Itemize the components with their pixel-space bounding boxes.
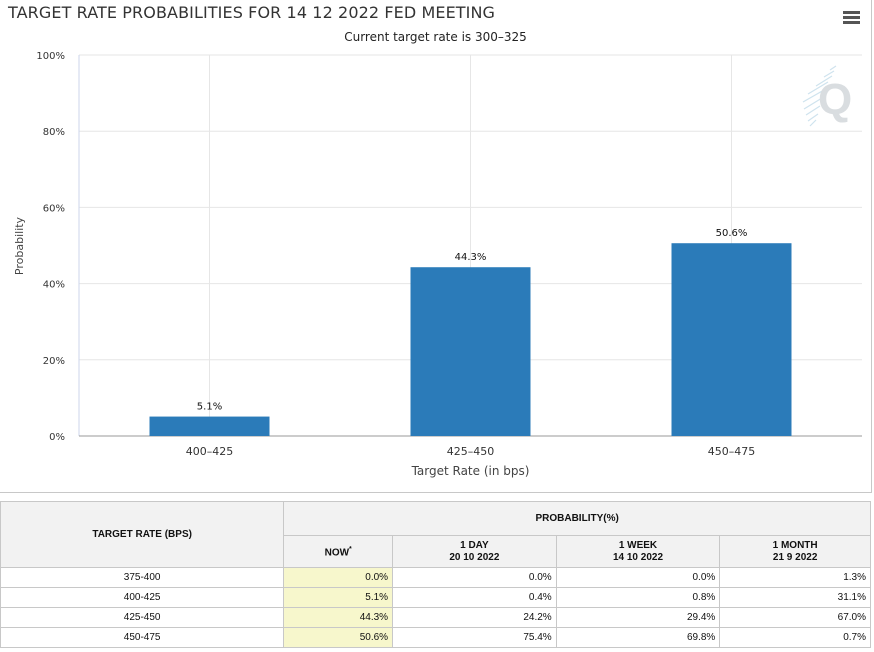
probability-cell: 0.0% (392, 567, 557, 588)
column-header-label: 1 WEEK (618, 539, 658, 551)
probability-cell: 31.1% (719, 587, 871, 608)
probability-table-panel: TARGET RATE (BPS) PROBABILITY(%) NOW* 1 D… (0, 501, 871, 652)
probability-cell: 0.8% (555, 587, 721, 608)
probability-cell: 0.7% (719, 627, 871, 648)
x-tick-label: 425–450 (447, 445, 495, 458)
probability-cell: 1.3% (719, 567, 871, 588)
y-tick-label: 0% (49, 432, 65, 443)
column-header-date: 20 10 2022 (449, 551, 500, 563)
rate-cell: 425-450 (0, 607, 285, 628)
hamburger-menu-icon[interactable] (843, 11, 860, 25)
y-tick-label: 20% (43, 356, 65, 367)
probability-cell: 24.2% (392, 607, 557, 628)
column-header-date: 21 9 2022 (772, 551, 818, 563)
column-header-1-day: 1 DAY 20 10 2022 (392, 535, 557, 568)
rate-cell: 400-425 (0, 587, 285, 608)
probability-table: TARGET RATE (BPS) PROBABILITY(%) NOW* 1 D… (0, 501, 871, 648)
y-tick-label: 40% (43, 280, 65, 291)
data-label: 44.3% (455, 252, 487, 263)
data-label: 50.6% (716, 228, 748, 239)
column-header-row: NOW* 1 DAY 20 10 2022 1 WEEK 14 10 2022 1 MON… (1, 535, 871, 568)
y-axis-title: Probability (13, 216, 26, 275)
y-tick-label: 80% (43, 127, 65, 138)
probability-cell: 75.4% (392, 627, 557, 648)
table-row: 400-425 5.1% 0.4% 0.8% 31.1% (0, 587, 871, 608)
bar (410, 267, 531, 436)
data-label: 5.1% (197, 402, 222, 413)
column-header-label: NOW (324, 547, 350, 559)
target-rate-header: TARGET RATE (BPS) (0, 501, 285, 568)
now-probability-cell: 50.6% (283, 627, 394, 648)
column-header-label: 1 MONTH (772, 539, 818, 551)
now-probability-cell: 5.1% (283, 587, 394, 608)
y-tick-label: 60% (43, 203, 65, 214)
now-probability-cell: 0.0% (283, 567, 394, 588)
rate-cell: 375-400 (0, 567, 285, 588)
probability-cell: 0.4% (392, 587, 557, 608)
column-header-1-week: 1 WEEK 14 10 2022 (555, 535, 721, 568)
probability-header: PROBABILITY(%) (283, 501, 871, 536)
column-header-now: NOW* (283, 535, 394, 568)
chart-title: TARGET RATE PROBABILITIES FOR 14 12 2022… (8, 3, 496, 22)
probability-cell: 29.4% (555, 607, 721, 628)
table-row: 425-450 44.3% 24.2% 29.4% 67.0% (0, 607, 871, 628)
rate-cell: 450-475 (0, 627, 285, 648)
x-axis-title: Target Rate (in bps) (411, 464, 530, 478)
table-row: 375-400 0.0% 0.0% 0.0% 1.3% (0, 567, 871, 588)
column-header-1-month: 1 MONTH 21 9 2022 (719, 535, 871, 568)
x-tick-label: 400–425 (186, 445, 234, 458)
column-header-date: 14 10 2022 (612, 551, 664, 563)
probability-cell: 67.0% (719, 607, 871, 628)
x-tick-label: 450–475 (708, 445, 756, 458)
bar (149, 416, 270, 436)
bar (671, 243, 792, 436)
now-probability-cell: 44.3% (283, 607, 394, 628)
svg-text:Q: Q (818, 75, 852, 124)
probability-cell: 69.8% (555, 627, 721, 648)
bar-chart: 0% 20% 40% 60% 80% 100% 5.1% 400–425 44.3% 425–45… (13, 51, 862, 478)
probability-cell: 0.0% (555, 567, 721, 588)
chart-subtitle: Current target rate is 300–325 (344, 30, 527, 44)
chart-panel: TARGET RATE PROBABILITIES FOR 14 12 2022… (0, 0, 872, 493)
footnote-marker: * (349, 545, 352, 553)
column-header-label: 1 DAY (460, 539, 489, 551)
cme-q-logo-icon: Q (802, 65, 852, 127)
y-tick-label: 100% (36, 51, 65, 62)
table-row: 450-475 50.6% 75.4% 69.8% 0.7% (0, 627, 871, 648)
